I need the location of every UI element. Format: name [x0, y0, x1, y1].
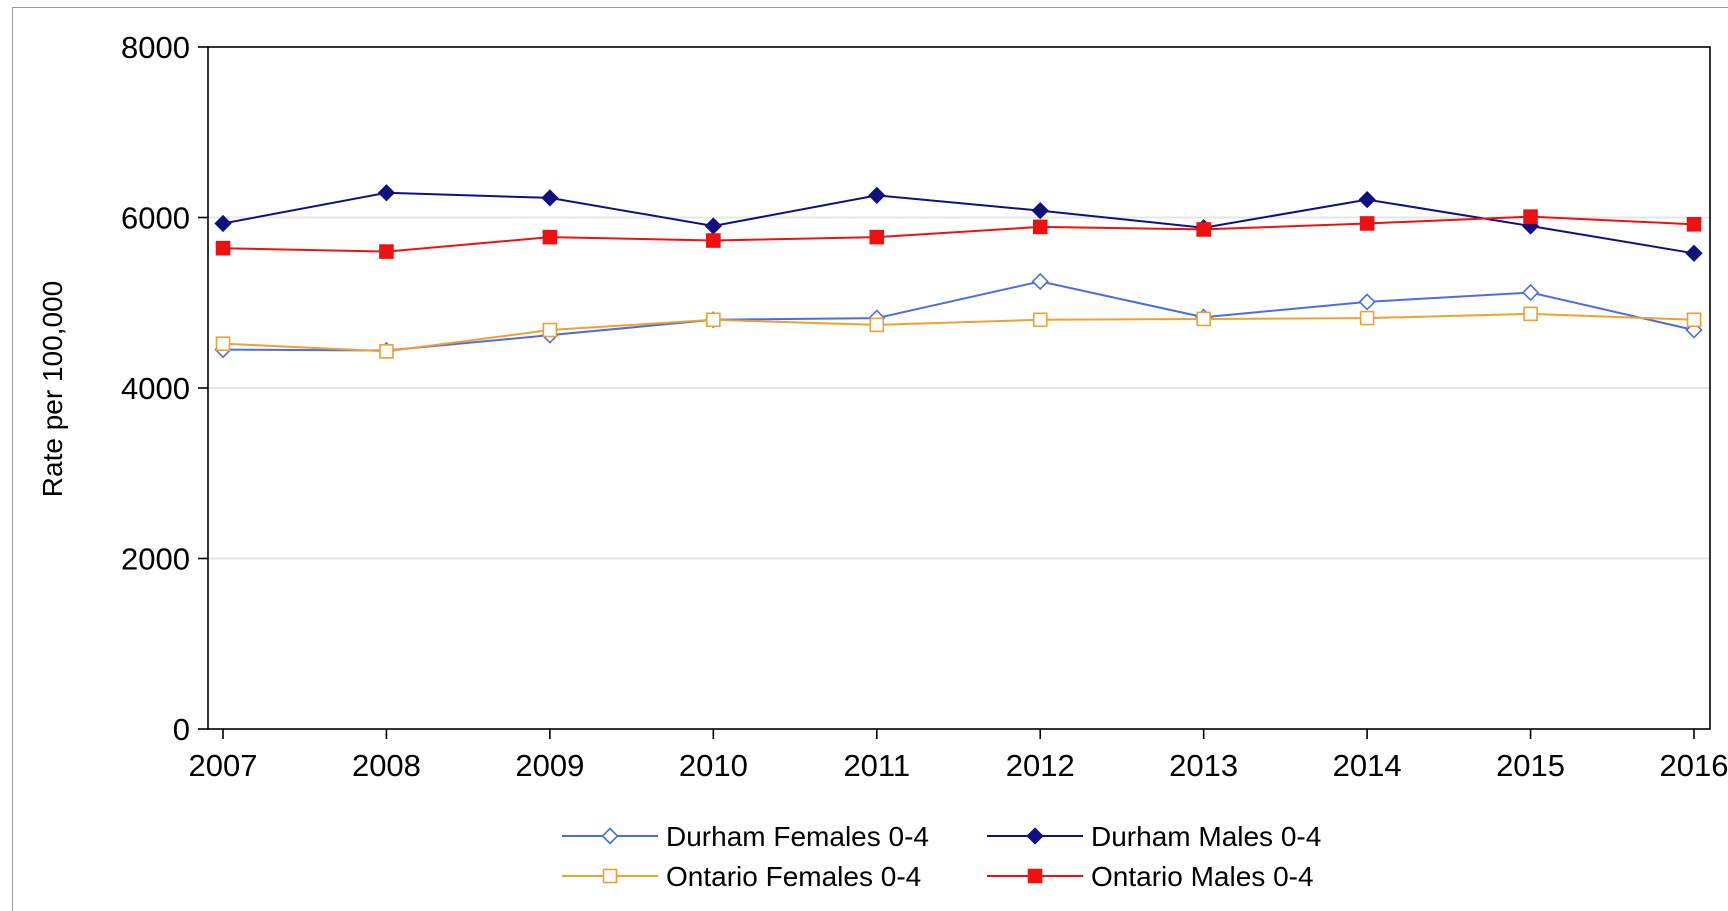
series-ontario-males-0-4 — [215, 209, 1702, 259]
point-durham-males-0-4-2009 — [541, 189, 559, 207]
series-line-ontario-males-0-4 — [222, 215, 1695, 253]
point-ontario-females-0-4-2010 — [706, 312, 721, 328]
legend-label-ontario-males-0-4: Ontario Males 0-4 — [1091, 861, 1314, 892]
point-ontario-males-0-4-2011 — [869, 229, 885, 245]
x-tick-label-2016: 2016 — [1660, 748, 1728, 783]
point-ontario-females-0-4-2011 — [869, 317, 885, 333]
point-ontario-males-0-4-2009 — [542, 229, 558, 245]
legend-marker-durham-females-0-4 — [601, 827, 619, 845]
point-durham-males-0-4-2014 — [1358, 190, 1376, 209]
legend-label-durham-females-0-4: Durham Females 0-4 — [666, 821, 929, 852]
x-tick-label-2012: 2012 — [1006, 748, 1075, 783]
legend-item-durham-females-0-4: Durham Females 0-4 — [562, 821, 929, 852]
point-durham-males-0-4-2012 — [1031, 202, 1049, 220]
point-ontario-males-0-4-2008 — [379, 244, 394, 259]
point-ontario-males-0-4-2007 — [215, 240, 231, 256]
point-durham-males-0-4-2010 — [704, 217, 722, 235]
point-ontario-males-0-4-2015 — [1523, 209, 1538, 224]
point-ontario-females-0-4-2014 — [1359, 310, 1375, 326]
series-line-durham-males-0-4 — [222, 191, 1695, 255]
legend-label-durham-males-0-4: Durham Males 0-4 — [1091, 821, 1321, 852]
legend-item-ontario-females-0-4: Ontario Females 0-4 — [562, 861, 921, 892]
point-durham-males-0-4-2008 — [377, 184, 396, 202]
x-tick-label-2011: 2011 — [843, 748, 910, 783]
point-ontario-females-0-4-2013 — [1196, 311, 1211, 327]
x-tick-label-2008: 2008 — [352, 748, 421, 783]
point-durham-males-0-4-2011 — [868, 186, 886, 204]
point-ontario-males-0-4-2012 — [1032, 219, 1048, 235]
point-durham-males-0-4-2007 — [214, 214, 232, 233]
y-tick-label-2000: 2000 — [121, 542, 190, 577]
legend-label-ontario-females-0-4: Ontario Females 0-4 — [666, 861, 921, 892]
point-ontario-males-0-4-2016 — [1686, 217, 1702, 232]
legend-marker-ontario-males-0-4 — [1027, 868, 1043, 884]
point-ontario-males-0-4-2013 — [1196, 222, 1211, 237]
x-tick-label-2010: 2010 — [679, 748, 748, 783]
legend-item-ontario-males-0-4: Ontario Males 0-4 — [987, 861, 1314, 892]
series-line-durham-females-0-4 — [222, 280, 1695, 352]
gridlines — [208, 216, 1710, 560]
legend: Durham Females 0-4 Durham Males 0-4 Ontari… — [562, 821, 1321, 892]
x-tick-label-2014: 2014 — [1333, 748, 1402, 783]
y-tick-label-4000: 4000 — [121, 371, 190, 406]
point-durham-females-0-4-2012 — [1031, 272, 1049, 291]
point-ontario-males-0-4-2010 — [706, 233, 721, 248]
legend-marker-durham-males-0-4 — [1026, 827, 1044, 845]
point-ontario-females-0-4-2007 — [215, 336, 231, 351]
series-ontario-females-0-4 — [215, 306, 1702, 359]
point-ontario-females-0-4-2016 — [1686, 312, 1702, 328]
x-tick-label-2007: 2007 — [189, 748, 258, 783]
plot-area — [214, 184, 1703, 360]
point-ontario-females-0-4-2012 — [1032, 312, 1048, 328]
series-line-ontario-females-0-4 — [222, 312, 1695, 353]
legend-marker-ontario-females-0-4 — [602, 868, 618, 884]
x-tick-label-2015: 2015 — [1496, 748, 1565, 783]
y-tick-label-0: 0 — [173, 712, 190, 747]
y-axis-title: Rate per 100,000 — [37, 281, 68, 497]
point-ontario-females-0-4-2009 — [542, 322, 558, 338]
point-ontario-females-0-4-2008 — [379, 344, 394, 359]
x-tick-label-2009: 2009 — [515, 748, 584, 783]
y-tick-label-8000: 8000 — [121, 30, 190, 65]
legend-item-durham-males-0-4: Durham Males 0-4 — [987, 821, 1321, 852]
point-durham-females-0-4-2015 — [1521, 283, 1540, 302]
series-durham-males-0-4 — [214, 184, 1703, 262]
chart-frame — [12, 7, 1728, 911]
axes: 0 2000 4000 6000 8000 2007 2008 2009 2010 2011 201… — [121, 30, 1728, 783]
point-ontario-males-0-4-2014 — [1359, 216, 1375, 231]
point-ontario-females-0-4-2015 — [1523, 306, 1538, 322]
x-tick-label-2013: 2013 — [1169, 748, 1238, 783]
point-durham-females-0-4-2014 — [1358, 293, 1376, 311]
y-tick-label-6000: 6000 — [121, 201, 190, 236]
point-durham-males-0-4-2016 — [1685, 244, 1703, 262]
